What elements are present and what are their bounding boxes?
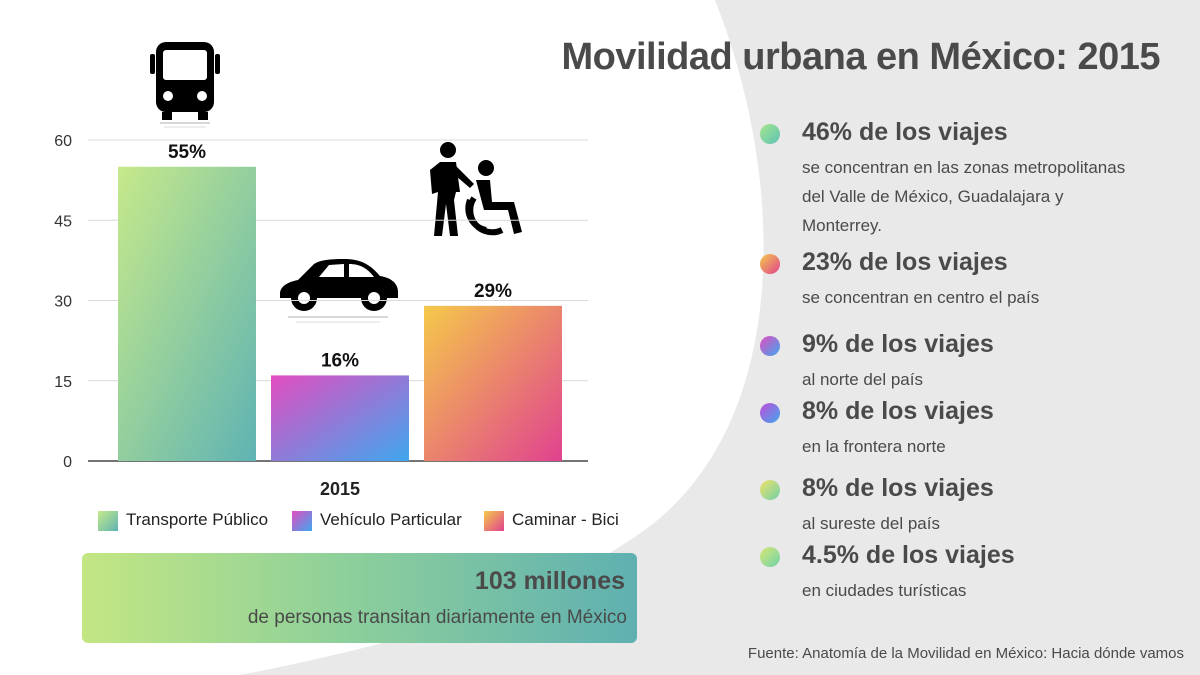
page-title: Movilidad urbana en México: 2015 <box>561 36 1160 78</box>
bus-icon <box>150 42 220 128</box>
stat-headline: 9% de los viajes <box>802 330 994 358</box>
bar-data-label: 29% <box>474 281 512 302</box>
population-banner: 103 millones de personas transitan diari… <box>82 553 637 643</box>
bullet-dot <box>760 480 780 500</box>
bullet-dot <box>760 336 780 356</box>
y-tick-label: 0 <box>63 454 72 471</box>
stat-item: 8% de los viajes al sureste del país <box>760 474 1180 538</box>
stat-item: 23% de los viajes se concentran en centr… <box>760 248 1180 312</box>
stat-item: 4.5% de los viajes en ciudades turística… <box>760 541 1180 605</box>
legend-swatch <box>484 511 504 531</box>
stat-detail: en ciudades turísticas <box>802 581 967 600</box>
stat-headline: 8% de los viajes <box>802 474 994 502</box>
stat-headline: 4.5% de los viajes <box>802 541 1015 569</box>
source-note: Fuente: Anatomía de la Movilidad en Méxi… <box>747 645 1184 662</box>
stat-detail: se concentran en las zonas metropolitana… <box>802 158 1126 235</box>
stat-detail: al sureste del país <box>802 514 940 533</box>
stat-item: 9% de los viajes al norte del país <box>760 330 1180 394</box>
y-tick-label: 45 <box>54 213 72 230</box>
y-tick-label: 60 <box>54 133 72 150</box>
bar-1 <box>118 166 256 461</box>
banner-headline: 103 millones <box>474 567 625 595</box>
stat-item: 8% de los viajes en la frontera norte <box>760 397 1180 461</box>
legend-swatch <box>98 511 118 531</box>
y-tick-label: 30 <box>54 294 72 311</box>
stat-headline: 23% de los viajes <box>802 248 1008 276</box>
pedestrian-wheelchair-icon <box>430 142 522 236</box>
stat-headline: 46% de los viajes <box>802 118 1008 146</box>
stat-detail: al norte del país <box>802 370 923 389</box>
legend-label: Transporte Público <box>126 510 269 529</box>
bullet-dot <box>760 254 780 274</box>
bullet-dot <box>760 403 780 423</box>
y-tick-label: 15 <box>54 374 72 391</box>
bullet-dot <box>760 124 780 144</box>
bar-chart: 0 15 30 45 60 55% 16% 29% <box>54 133 588 471</box>
stat-detail: se concentran en centro el país <box>802 288 1040 307</box>
stat-detail: en la frontera norte <box>802 437 946 456</box>
bar-3 <box>424 305 562 461</box>
stat-item: 46% de los viajes se concentran en las z… <box>760 118 1180 240</box>
stat-headline: 8% de los viajes <box>802 397 994 425</box>
bar-data-label: 55% <box>168 142 206 163</box>
bar-data-label: 16% <box>321 350 359 371</box>
banner-detail: de personas transitan diariamente en Méx… <box>247 607 627 628</box>
legend-swatch <box>292 511 312 531</box>
legend-label: Caminar - Bici <box>512 510 619 529</box>
x-axis-tick-label: 2015 <box>319 479 361 499</box>
bar-2 <box>271 375 409 461</box>
bullet-dot <box>760 547 780 567</box>
legend-label: Vehículo Particular <box>320 510 462 529</box>
